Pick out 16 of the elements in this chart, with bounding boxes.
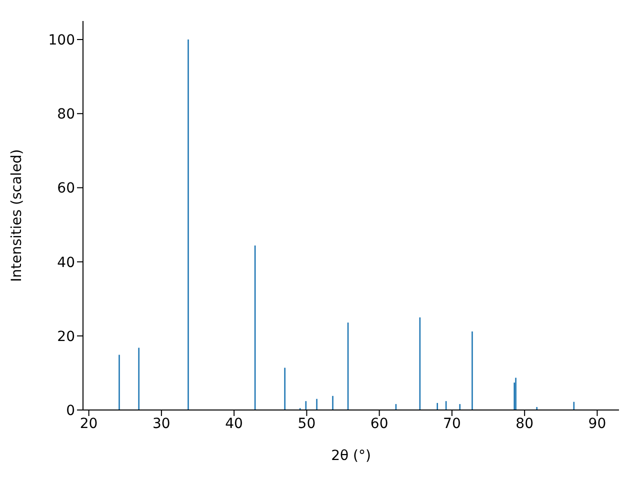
x-axis-title: 2θ (°): [331, 448, 371, 464]
y-axis-title: Intensities (scaled): [8, 149, 25, 282]
x-tick-label: 90: [588, 416, 606, 432]
x-tick-label: 60: [370, 416, 388, 432]
y-tick-label: 0: [66, 402, 75, 419]
x-tick-label: 30: [152, 416, 170, 432]
y-tick-label: 80: [57, 106, 75, 123]
y-tick-label: 60: [57, 180, 75, 197]
x-tick-label: 20: [80, 416, 98, 432]
x-tick-label: 40: [225, 416, 243, 432]
x-tick-label: 70: [443, 416, 461, 432]
y-tick-label: 100: [48, 32, 75, 48]
x-tick-label: 80: [516, 416, 534, 432]
x-tick-label: 50: [298, 416, 316, 432]
y-tick-label: 20: [57, 328, 75, 345]
y-tick-label: 40: [57, 254, 75, 271]
